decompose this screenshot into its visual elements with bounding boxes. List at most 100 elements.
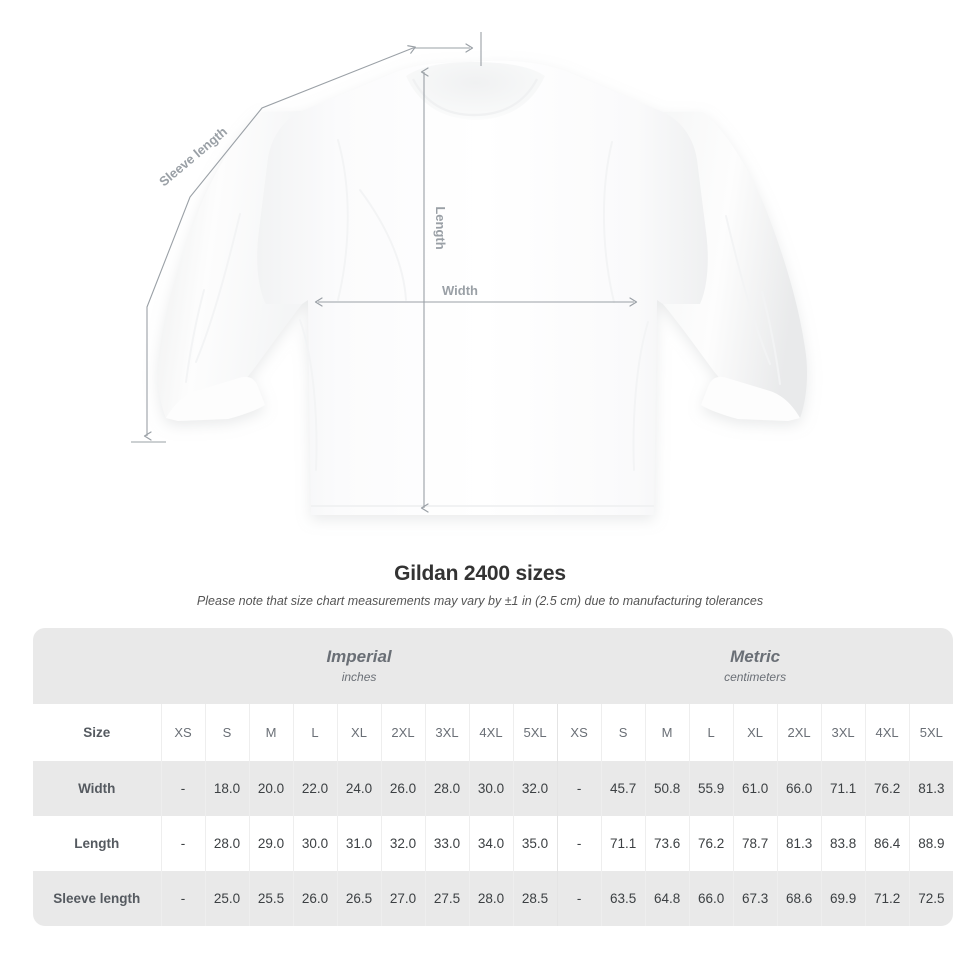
unit-row-corner-left — [33, 628, 161, 704]
cell-width-imperial-4xl: 30.0 — [468, 761, 513, 816]
page-title: Gildan 2400 sizes — [394, 562, 566, 585]
cell-width-imperial-5xl: 32.0 — [512, 761, 558, 816]
cell-length-imperial-m: 29.0 — [248, 816, 293, 871]
size-header-imperial-4xl: 4XL — [468, 704, 513, 761]
cell-width-imperial-xl: 24.0 — [336, 761, 381, 816]
cell-length-imperial-l: 30.0 — [292, 816, 337, 871]
size-header-imperial-xl: XL — [336, 704, 381, 761]
cell-length-imperial-xl: 31.0 — [336, 816, 381, 871]
size-header-row: Size XS S M L XL 2XL 3XL 4XL 5XL XS S M … — [33, 704, 954, 761]
cell-length-metric-xs: - — [556, 816, 602, 871]
tolerance-note: Please note that size chart measurements… — [196, 594, 764, 608]
cell-sleeve-metric-s: 63.5 — [600, 871, 646, 926]
size-header-imperial-l: L — [292, 704, 337, 761]
size-header-imperial-xs: XS — [160, 704, 205, 761]
cell-sleeve-metric-3xl: 69.9 — [820, 871, 866, 926]
right-sleeve — [663, 112, 808, 418]
unit-group-imperial-name: Imperial — [326, 647, 392, 667]
cell-sleeve-metric-m: 64.8 — [644, 871, 690, 926]
cell-sleeve-metric-5xl: 72.5 — [908, 871, 954, 926]
table-row: Width - 18.0 20.0 22.0 24.0 26.0 28.0 30… — [33, 761, 954, 816]
cell-length-metric-4xl: 86.4 — [864, 816, 910, 871]
row-label-sleeve-length: Sleeve length — [33, 871, 161, 926]
cell-width-imperial-l: 22.0 — [292, 761, 337, 816]
cell-length-imperial-2xl: 32.0 — [380, 816, 425, 871]
cell-width-metric-xl: 61.0 — [732, 761, 778, 816]
cell-sleeve-metric-xs: - — [556, 871, 602, 926]
cell-width-metric-2xl: 66.0 — [776, 761, 822, 816]
cell-length-metric-2xl: 81.3 — [776, 816, 822, 871]
size-header-metric-xl: XL — [732, 704, 778, 761]
cell-width-metric-4xl: 76.2 — [864, 761, 910, 816]
cell-sleeve-imperial-5xl: 28.5 — [512, 871, 558, 926]
size-header-imperial-5xl: 5XL — [512, 704, 558, 761]
unit-group-metric: Metric centimeters — [557, 628, 954, 704]
size-header-metric-5xl: 5XL — [908, 704, 954, 761]
cell-width-imperial-s: 18.0 — [204, 761, 249, 816]
cell-width-metric-5xl: 81.3 — [908, 761, 954, 816]
row-label-width: Width — [33, 761, 161, 816]
size-header-imperial-m: M — [248, 704, 293, 761]
cell-width-metric-l: 55.9 — [688, 761, 734, 816]
cell-width-metric-s: 45.7 — [600, 761, 646, 816]
size-header-metric-3xl: 3XL — [820, 704, 866, 761]
cell-width-metric-m: 50.8 — [644, 761, 690, 816]
cell-sleeve-imperial-4xl: 28.0 — [468, 871, 513, 926]
size-header-metric-4xl: 4XL — [864, 704, 910, 761]
size-header-label: Size — [33, 704, 161, 761]
fabric-folds — [185, 139, 781, 471]
cell-length-metric-xl: 78.7 — [732, 816, 778, 871]
shirt-body — [257, 60, 708, 516]
collar — [406, 62, 545, 120]
cell-sleeve-imperial-3xl: 27.5 — [424, 871, 469, 926]
cell-length-imperial-5xl: 35.0 — [512, 816, 558, 871]
cell-width-metric-xs: - — [556, 761, 602, 816]
cell-sleeve-metric-2xl: 68.6 — [776, 871, 822, 926]
cell-sleeve-imperial-2xl: 27.0 — [380, 871, 425, 926]
size-header-imperial-2xl: 2XL — [380, 704, 425, 761]
size-header-imperial-3xl: 3XL — [424, 704, 469, 761]
cell-width-imperial-xs: - — [160, 761, 205, 816]
unit-group-row: Imperial inches Metric centimeters — [33, 628, 954, 704]
cell-length-imperial-s: 28.0 — [204, 816, 249, 871]
size-header-metric-l: L — [688, 704, 734, 761]
size-header-metric-xs: XS — [556, 704, 602, 761]
cell-sleeve-imperial-xl: 26.5 — [336, 871, 381, 926]
sleeve-length-line — [146, 45, 416, 430]
cell-width-metric-3xl: 71.1 — [820, 761, 866, 816]
length-label: Length — [433, 206, 448, 249]
cell-length-metric-3xl: 83.8 — [820, 816, 866, 871]
unit-group-metric-sub: centimeters — [724, 669, 787, 684]
shirt-graphic — [158, 60, 808, 516]
unit-group-imperial: Imperial inches — [161, 628, 558, 704]
cell-length-imperial-xs: - — [160, 816, 205, 871]
size-header-metric-m: M — [644, 704, 690, 761]
unit-group-imperial-sub: inches — [341, 669, 377, 684]
cell-sleeve-imperial-xs: - — [160, 871, 205, 926]
size-chart-table-container: Imperial inches Metric centimeters Size … — [33, 628, 954, 926]
cell-length-imperial-3xl: 33.0 — [424, 816, 469, 871]
measurement-annotations — [131, 32, 638, 513]
left-cuff — [166, 376, 265, 421]
size-header-metric-s: S — [600, 704, 646, 761]
size-header-imperial-s: S — [204, 704, 249, 761]
cell-sleeve-imperial-l: 26.0 — [292, 871, 337, 926]
cell-sleeve-metric-4xl: 71.2 — [864, 871, 910, 926]
size-header-metric-2xl: 2XL — [776, 704, 822, 761]
table-row: Length - 28.0 29.0 30.0 31.0 32.0 33.0 3… — [33, 816, 954, 871]
cell-sleeve-imperial-m: 25.5 — [248, 871, 293, 926]
cell-length-imperial-4xl: 34.0 — [468, 816, 513, 871]
right-cuff — [701, 376, 800, 421]
cell-sleeve-imperial-s: 25.0 — [204, 871, 249, 926]
width-label: Width — [442, 283, 478, 298]
cell-length-metric-l: 76.2 — [688, 816, 734, 871]
cell-sleeve-metric-l: 66.0 — [688, 871, 734, 926]
row-label-length: Length — [33, 816, 161, 871]
unit-group-metric-name: Metric — [730, 647, 781, 667]
cell-length-metric-m: 73.6 — [644, 816, 690, 871]
cell-width-imperial-2xl: 26.0 — [380, 761, 425, 816]
cell-width-imperial-3xl: 28.0 — [424, 761, 469, 816]
size-chart-table: Imperial inches Metric centimeters Size … — [33, 628, 954, 926]
cell-length-metric-s: 71.1 — [600, 816, 646, 871]
cell-width-imperial-m: 20.0 — [248, 761, 293, 816]
